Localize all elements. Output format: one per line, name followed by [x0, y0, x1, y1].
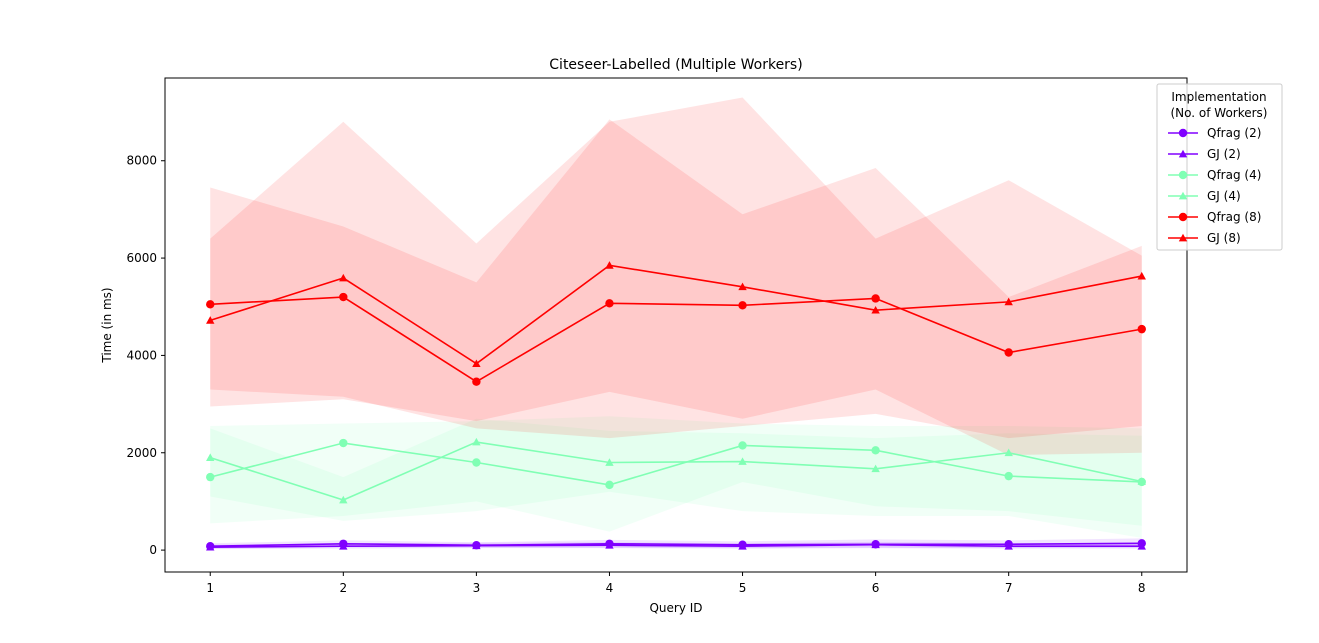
legend-item-3: GJ (4) — [1168, 189, 1241, 203]
legend-item-5: GJ (8) — [1168, 231, 1241, 245]
x-tick-label-5: 6 — [872, 581, 880, 595]
legend-marker-5 — [1178, 233, 1188, 242]
legend-marker-0 — [1178, 128, 1188, 138]
point-5-6 — [1004, 297, 1013, 306]
point-3-5 — [871, 464, 880, 473]
point-1-3 — [605, 541, 614, 549]
y-tick-label-4: 8000 — [126, 154, 157, 168]
y-tick-label-2: 4000 — [126, 348, 157, 362]
series-lines — [206, 261, 1146, 551]
point-3-2 — [472, 437, 481, 446]
x-tick-label-6: 7 — [1005, 581, 1013, 595]
legend-label-5: GJ (8) — [1207, 231, 1241, 245]
legend-label-2: Qfrag (4) — [1207, 168, 1261, 182]
legend-item-0: Qfrag (2) — [1168, 126, 1261, 140]
series-line-1 — [210, 543, 1142, 548]
point-3-1 — [339, 495, 348, 504]
legend-item-4: Qfrag (8) — [1168, 210, 1261, 224]
point-1-5 — [871, 540, 880, 549]
point-2-6 — [1004, 471, 1013, 481]
point-5-4 — [738, 282, 747, 291]
y-tick-label-3: 6000 — [126, 251, 157, 265]
x-tick-label-3: 4 — [606, 581, 614, 595]
point-1-0 — [206, 542, 215, 551]
point-4-7 — [1137, 324, 1146, 334]
point-4-5 — [871, 294, 880, 303]
band-3 — [210, 418, 1142, 538]
legend-title-line1: Implementation — [1171, 90, 1266, 104]
point-2-3 — [605, 480, 614, 490]
x-tick-label-1: 2 — [339, 581, 347, 595]
legend-marker-3 — [1178, 191, 1188, 200]
point-4-0 — [206, 300, 215, 309]
point-1-7 — [1137, 542, 1146, 550]
point-2-5 — [871, 446, 880, 455]
legend-marker-1 — [1178, 149, 1188, 158]
point-5-2 — [472, 359, 481, 368]
point-1-4 — [738, 542, 747, 550]
series-1 — [206, 540, 1146, 551]
y-axis: 0 2000 4000 6000 8000 — [126, 154, 165, 557]
legend-item-1: GJ (2) — [1168, 147, 1241, 161]
point-2-0 — [206, 472, 215, 482]
point-5-7 — [1137, 271, 1146, 280]
series-line-3 — [210, 441, 1142, 501]
x-tick-label-0: 1 — [206, 581, 214, 595]
legend-label-4: Qfrag (8) — [1207, 210, 1261, 224]
series-line-0 — [210, 542, 1142, 548]
series-3 — [206, 437, 1146, 504]
point-4-6 — [1004, 348, 1013, 357]
point-2-1 — [339, 438, 348, 448]
band-4 — [210, 119, 1142, 439]
point-2-4 — [738, 441, 747, 450]
point-4-1 — [339, 292, 348, 302]
legend-marker-4 — [1178, 212, 1188, 222]
x-axis: 1 2 3 4 5 6 7 8 — [206, 572, 1146, 595]
point-2-2 — [472, 458, 481, 467]
plot-area — [164, 77, 1188, 573]
legend-items: Qfrag (2) GJ (2) Qfrag (4) GJ (4) Qfrag (8) G… — [1168, 126, 1261, 245]
point-1-1 — [339, 542, 348, 550]
band-2 — [210, 416, 1142, 532]
series-line-2 — [210, 442, 1142, 486]
series-2 — [206, 438, 1146, 490]
legend-box — [1156, 83, 1283, 251]
legend-label-3: GJ (4) — [1207, 189, 1241, 203]
legend-label-1: GJ (2) — [1207, 147, 1241, 161]
point-4-3 — [605, 299, 614, 308]
point-5-0 — [206, 316, 215, 324]
point-1-6 — [1004, 542, 1013, 550]
x-tick-label-4: 5 — [739, 581, 747, 595]
point-4-4 — [738, 301, 747, 310]
y-tick-label-1: 2000 — [126, 446, 157, 460]
x-tick-label-7: 8 — [1138, 581, 1146, 595]
x-tick-label-2: 3 — [473, 581, 481, 595]
point-5-1 — [339, 273, 348, 282]
y-tick-label-0: 0 — [149, 543, 157, 557]
confidence-bands — [210, 97, 1142, 550]
chart-title: Citeseer-Labelled (Multiple Workers) — [549, 57, 802, 73]
point-4-2 — [472, 377, 481, 386]
series-line-5 — [210, 264, 1142, 365]
point-5-5 — [871, 305, 880, 314]
point-3-0 — [206, 453, 215, 461]
legend-item-2: Qfrag (4) — [1168, 168, 1261, 182]
legend-title-line2: (No. of Workers) — [1170, 106, 1267, 120]
series-4 — [206, 292, 1146, 386]
y-axis-label: Time (in ms) — [100, 287, 114, 363]
legend: Implementation (No. of Workers) Qfrag (2… — [1156, 83, 1283, 251]
point-3-7 — [1137, 477, 1146, 485]
point-3-6 — [1004, 448, 1013, 457]
point-5-3 — [605, 261, 614, 269]
series-line-4 — [210, 296, 1142, 383]
legend-marker-2 — [1178, 170, 1188, 180]
legend-label-0: Qfrag (2) — [1207, 126, 1261, 140]
point-3-4 — [738, 457, 747, 465]
series-5 — [206, 261, 1146, 368]
point-3-3 — [605, 458, 614, 466]
point-1-2 — [472, 541, 481, 550]
x-axis-label: Query ID — [649, 601, 702, 615]
